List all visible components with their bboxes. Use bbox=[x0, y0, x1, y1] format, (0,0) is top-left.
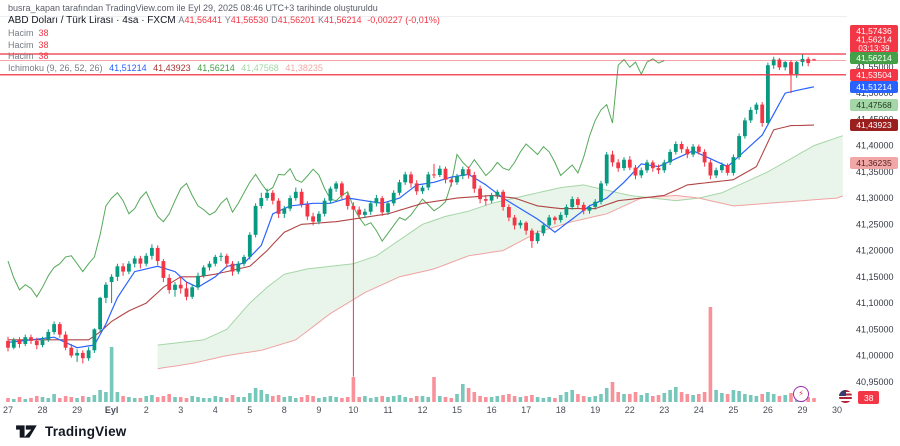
volume-label: Hacim bbox=[8, 28, 34, 38]
tradingview-logo-text: TradingView bbox=[45, 424, 127, 439]
svg-text:41,56214: 41,56214 bbox=[856, 53, 892, 63]
svg-text:3: 3 bbox=[178, 405, 183, 415]
svg-text:23: 23 bbox=[659, 405, 669, 415]
close-value: 41,56214 bbox=[323, 15, 362, 25]
flag-blue-field bbox=[839, 390, 846, 396]
svg-text:41,56214: 41,56214 bbox=[856, 35, 892, 45]
svg-text:40,95000: 40,95000 bbox=[856, 377, 894, 387]
ichimoku-label: Ichimoku (9, 26, 52, 26) bbox=[8, 62, 103, 73]
svg-text:41,25000: 41,25000 bbox=[856, 219, 894, 229]
svg-text:41,47568: 41,47568 bbox=[856, 100, 892, 110]
svg-text:4: 4 bbox=[213, 405, 218, 415]
svg-text:41,57436: 41,57436 bbox=[856, 26, 892, 36]
svg-text:41,43923: 41,43923 bbox=[856, 120, 892, 130]
svg-text:8: 8 bbox=[282, 405, 287, 415]
open-value: 41,56441 bbox=[184, 15, 222, 25]
chart-legend[interactable]: ABD Doları / Türk Lirası · 4sa · FXCM A4… bbox=[8, 16, 440, 75]
svg-text:41,30000: 41,30000 bbox=[856, 193, 894, 203]
svg-text:9: 9 bbox=[316, 405, 321, 415]
volume-legend-row[interactable]: Hacim 38 bbox=[8, 52, 440, 61]
symbol-row[interactable]: ABD Doları / Türk Lirası · 4sa · FXCM A4… bbox=[8, 16, 440, 26]
svg-text:5: 5 bbox=[247, 405, 252, 415]
svg-text:25: 25 bbox=[728, 405, 738, 415]
ichimoku-leada-value: 41,47568 bbox=[241, 62, 279, 73]
svg-text:2: 2 bbox=[144, 405, 149, 415]
svg-text:41,05000: 41,05000 bbox=[856, 324, 894, 334]
ichimoku-lagging-value: 41,56214 bbox=[197, 62, 235, 73]
svg-text:41,20000: 41,20000 bbox=[856, 246, 894, 256]
open-key: A bbox=[178, 15, 185, 25]
flash-order-icon[interactable]: ⚡ bbox=[793, 386, 809, 402]
volume-value: 38 bbox=[38, 28, 49, 38]
svg-text:41,51214: 41,51214 bbox=[856, 82, 892, 92]
tradingview-logo-icon bbox=[16, 425, 37, 438]
volume-value: 38 bbox=[38, 51, 49, 61]
volume-legend-row[interactable]: Hacim 38 bbox=[8, 29, 440, 38]
svg-text:22: 22 bbox=[625, 405, 635, 415]
high-key: Y bbox=[224, 15, 231, 25]
ichimoku-conversion-value: 41,51214 bbox=[109, 62, 147, 73]
symbol-title: ABD Doları / Türk Lirası · 4sa · FXCM bbox=[8, 15, 176, 26]
svg-text:16: 16 bbox=[487, 405, 497, 415]
svg-text:19: 19 bbox=[590, 405, 600, 415]
tradingview-logo[interactable]: TradingView bbox=[16, 423, 126, 440]
ichimoku-base-value: 41,43923 bbox=[153, 62, 191, 73]
svg-text:41,36235: 41,36235 bbox=[856, 158, 892, 168]
low-key: D bbox=[271, 15, 278, 25]
svg-text:17: 17 bbox=[521, 405, 531, 415]
svg-text:41,40000: 41,40000 bbox=[856, 141, 894, 151]
svg-text:26: 26 bbox=[763, 405, 773, 415]
svg-text:18: 18 bbox=[556, 405, 566, 415]
svg-text:41,53504: 41,53504 bbox=[856, 70, 892, 80]
volume-label: Hacim bbox=[8, 51, 34, 61]
svg-text:41,10000: 41,10000 bbox=[856, 298, 894, 308]
ichimoku-legend-row[interactable]: Ichimoku (9, 26, 52, 26) 41,51214 41,439… bbox=[8, 62, 440, 73]
volume-value: 38 bbox=[38, 39, 49, 50]
svg-text:29: 29 bbox=[797, 405, 807, 415]
us-flag-icon[interactable] bbox=[839, 390, 852, 403]
change-value: -0,00227 (-0,01%) bbox=[367, 15, 440, 25]
ichimoku-leadb-value: 41,38235 bbox=[285, 62, 323, 73]
svg-text:29: 29 bbox=[72, 405, 82, 415]
svg-text:12: 12 bbox=[417, 405, 427, 415]
svg-text:41,50000: 41,50000 bbox=[856, 88, 894, 98]
svg-text:41,35000: 41,35000 bbox=[856, 167, 894, 177]
svg-text:11: 11 bbox=[383, 405, 392, 415]
svg-text:41,00000: 41,00000 bbox=[856, 351, 894, 361]
svg-text:41,15000: 41,15000 bbox=[856, 272, 894, 282]
low-value: 41,56201 bbox=[277, 15, 316, 25]
svg-text:28: 28 bbox=[37, 405, 47, 415]
chart-frame-top-border bbox=[0, 16, 900, 17]
volume-legend-row[interactable]: Hacim 38 bbox=[8, 39, 440, 50]
svg-text:41,55000: 41,55000 bbox=[856, 62, 894, 72]
close-key: K bbox=[317, 15, 324, 25]
svg-text:30: 30 bbox=[832, 405, 842, 415]
attribution-text: busra_kapan tarafından TradingView.com i… bbox=[8, 3, 378, 13]
svg-text:24: 24 bbox=[694, 405, 704, 415]
svg-text:15: 15 bbox=[452, 405, 462, 415]
svg-text:03:13:39: 03:13:39 bbox=[858, 44, 890, 53]
svg-text:Eyl: Eyl bbox=[105, 405, 119, 415]
volume-label: Hacim bbox=[8, 39, 34, 50]
svg-text:27: 27 bbox=[3, 405, 13, 415]
svg-text:10: 10 bbox=[348, 405, 358, 415]
volume-axis-badge: 38 bbox=[858, 391, 880, 404]
high-value: 41,56530 bbox=[230, 15, 269, 25]
